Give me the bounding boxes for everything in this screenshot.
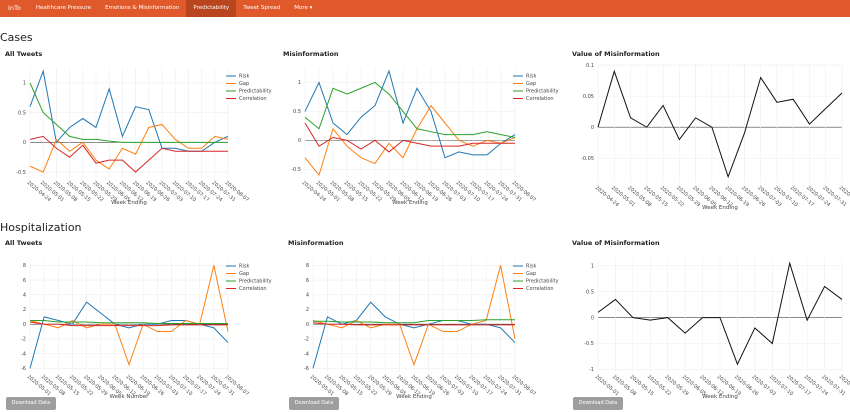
- x-axis-label: Week Ending: [392, 200, 428, 206]
- x-axis-label: Week Ending: [702, 394, 738, 400]
- legend-label: Predictability: [526, 279, 559, 285]
- y-tick-label: 1: [23, 81, 26, 87]
- y-tick-label: -1: [589, 367, 594, 373]
- y-tick-label: 1: [298, 80, 301, 86]
- nav-item[interactable]: Healthcare Pressure: [35, 5, 92, 11]
- legend-label: Gap: [239, 81, 249, 87]
- download-button[interactable]: Download Data: [573, 397, 623, 410]
- x-axis-label: Week Number: [110, 394, 150, 400]
- chart-title: Value of Misinformation: [572, 50, 660, 58]
- brand[interactable]: InTo: [8, 4, 21, 12]
- y-tick-label: -2: [304, 337, 309, 343]
- series-line: [312, 265, 516, 367]
- nav-item[interactable]: More ▾: [294, 5, 313, 11]
- y-tick-label: 0: [306, 322, 309, 328]
- legend-label: Correlation: [239, 286, 267, 292]
- y-tick-label: 4: [23, 292, 26, 298]
- legend-label: Predictability: [239, 89, 272, 95]
- chart-title: Misinformation: [283, 50, 339, 58]
- y-tick-label: 0.05: [583, 94, 594, 100]
- y-tick-label: 1: [591, 263, 594, 269]
- series-line: [29, 82, 228, 143]
- y-tick-label: -0.5: [16, 170, 26, 176]
- legend-label: Gap: [526, 271, 536, 277]
- chart-title: All Tweets: [5, 50, 42, 58]
- legend-label: Predictability: [526, 89, 559, 95]
- y-tick-label: -0.5: [584, 341, 594, 347]
- y-tick-label: 0.5: [586, 289, 594, 295]
- series-line: [312, 322, 515, 326]
- chart-title: Value of Misinformation: [572, 239, 660, 247]
- chart-title: Misinformation: [288, 239, 344, 247]
- y-tick-label: -6: [304, 366, 309, 372]
- series-line: [304, 122, 515, 153]
- y-tick-label: 6: [306, 278, 309, 284]
- legend-label: Risk: [526, 264, 536, 270]
- y-tick-label: -4: [304, 351, 309, 357]
- legend-label: Gap: [526, 81, 536, 87]
- nav-item[interactable]: Emotions & Misinformation: [105, 5, 180, 11]
- y-tick-label: 0: [23, 322, 26, 328]
- y-tick-label: -6: [21, 366, 26, 372]
- y-tick-label: 8: [23, 263, 26, 269]
- x-axis-label: Week Ending: [702, 205, 738, 211]
- legend-label: Risk: [239, 264, 249, 270]
- download-button[interactable]: Download Data: [289, 397, 339, 410]
- y-tick-label: -2: [21, 337, 26, 343]
- legend-label: Predictability: [239, 279, 272, 285]
- legend-label: Correlation: [526, 286, 554, 292]
- y-tick-label: -0.05: [581, 156, 594, 162]
- y-tick-label: -4: [21, 351, 26, 357]
- series-line: [29, 321, 228, 327]
- series-line: [29, 123, 229, 173]
- series-line: [30, 320, 228, 324]
- legend-label: Risk: [239, 74, 249, 80]
- legend-label: Correlation: [239, 96, 267, 102]
- y-tick-label: 0.1: [586, 63, 594, 69]
- y-tick-label: 0: [591, 315, 594, 321]
- x-axis-label: Week Ending: [111, 200, 147, 206]
- y-tick-label: 2: [23, 307, 26, 313]
- x-axis-label: Week Ending: [396, 394, 432, 400]
- nav-item[interactable]: Predictability: [186, 0, 237, 17]
- y-tick-label: 0: [298, 138, 301, 144]
- y-tick-label: 8: [306, 263, 309, 269]
- y-tick-label: 4: [306, 292, 309, 298]
- y-tick-label: 0.5: [293, 109, 301, 115]
- series-line: [597, 69, 843, 179]
- chart-title: All Tweets: [5, 239, 42, 247]
- navbar: InTo Healthcare Pressure Emotions & Misin…: [0, 0, 850, 17]
- download-button[interactable]: Download Data: [6, 397, 56, 410]
- section-heading: Hospitalization: [0, 221, 82, 234]
- series-line: [29, 135, 228, 173]
- legend-label: Risk: [526, 74, 536, 80]
- y-tick-label: 0: [23, 140, 26, 146]
- legend-label: Correlation: [526, 96, 554, 102]
- series-line: [597, 261, 843, 366]
- y-tick-label: 6: [23, 278, 26, 284]
- y-tick-label: 0: [591, 125, 594, 131]
- legend-label: Gap: [239, 271, 249, 277]
- series-line: [312, 301, 516, 369]
- series-line: [304, 81, 516, 138]
- y-tick-label: 0.5: [18, 110, 26, 116]
- series-line: [304, 69, 516, 159]
- series-line: [313, 319, 515, 324]
- nav-item[interactable]: Tweet Spread: [243, 5, 281, 11]
- section-heading: Cases: [0, 31, 33, 44]
- y-tick-label: -0.5: [291, 167, 301, 173]
- y-tick-label: 2: [306, 307, 309, 313]
